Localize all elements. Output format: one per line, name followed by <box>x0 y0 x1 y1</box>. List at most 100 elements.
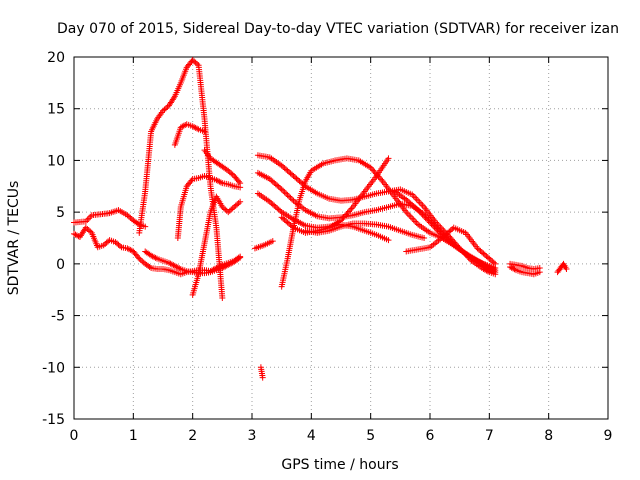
y-tick-label: 15 <box>47 102 65 118</box>
data-point-marker <box>474 245 481 252</box>
data-point-marker <box>228 206 235 213</box>
data-point-marker <box>294 176 301 183</box>
data-point-marker <box>449 240 456 247</box>
data-point-marker <box>296 178 303 185</box>
data-point-marker <box>268 177 275 184</box>
x-axis-label: GPS time / hours <box>281 457 398 473</box>
data-point-marker <box>409 215 416 222</box>
data-point-marker <box>271 179 278 186</box>
data-point-marker <box>112 239 119 246</box>
data-point-marker <box>278 186 285 193</box>
data-point-marker <box>438 235 445 241</box>
data-point-marker <box>370 167 377 174</box>
data-point-marker <box>284 167 291 174</box>
data-point-marker <box>237 254 244 261</box>
data-point-marker <box>139 258 146 265</box>
chart-title: Day 070 of 2015, Sidereal Day-to-day VTE… <box>57 21 619 37</box>
data-point-marker <box>116 243 123 250</box>
series-track-16 <box>302 220 428 241</box>
data-point-marker <box>407 200 414 207</box>
data-point-marker <box>136 255 143 262</box>
data-point-marker <box>492 260 499 267</box>
data-point-marker <box>446 228 453 235</box>
series-track-10 <box>257 364 266 381</box>
data-point-marker <box>226 169 233 176</box>
x-tick-label: 5 <box>366 428 375 444</box>
data-point-marker <box>226 207 233 214</box>
data-point-marker <box>338 217 344 224</box>
data-point-marker <box>277 207 284 214</box>
x-axis-tick-labels: 0 1 2 3 4 5 6 7 8 9 <box>70 428 613 444</box>
data-point-marker <box>194 125 201 132</box>
data-point-marker <box>235 200 242 207</box>
data-point-marker <box>413 220 420 227</box>
data-point-marker <box>412 204 419 211</box>
data-point-marker <box>348 205 355 212</box>
data-point-marker <box>281 189 288 196</box>
data-point-marker <box>287 170 294 177</box>
data-point-marker <box>84 225 91 232</box>
data-point-marker <box>407 213 414 220</box>
data-point-marker <box>161 106 168 113</box>
y-tick-label: -5 <box>51 309 65 325</box>
data-point-marker <box>340 214 347 221</box>
data-point-marker <box>272 203 279 210</box>
data-point-marker <box>409 201 416 208</box>
data-point-marker <box>416 199 423 206</box>
x-tick-label: 2 <box>188 428 197 444</box>
data-point-marker <box>100 242 107 249</box>
data-point-marker <box>443 231 450 238</box>
data-point-marker <box>162 105 169 112</box>
data-point-marker <box>487 256 494 263</box>
data-point-marker <box>341 212 348 219</box>
data-point-marker <box>222 206 229 213</box>
data-point-marker <box>446 238 453 245</box>
data-point-marker <box>281 216 288 223</box>
data-point-marker <box>229 205 236 212</box>
data-point-marker <box>283 218 290 225</box>
data-points <box>71 57 570 381</box>
data-point-marker <box>372 170 379 177</box>
y-tick-label: 20 <box>47 50 65 66</box>
data-point-marker <box>272 181 279 188</box>
data-point-marker <box>82 224 89 231</box>
data-point-marker <box>87 228 94 235</box>
data-point-marker <box>284 192 291 199</box>
y-axis-label: SDTVAR / TECUs <box>6 181 22 296</box>
series-track-8 <box>201 147 244 187</box>
data-point-marker <box>235 178 242 185</box>
data-point-marker <box>563 266 570 273</box>
data-point-marker <box>146 263 153 270</box>
data-point-marker <box>478 249 485 256</box>
data-point-marker <box>280 187 287 194</box>
data-point-marker <box>441 232 448 239</box>
data-point-marker <box>367 164 374 171</box>
x-tick-label: 3 <box>248 428 257 444</box>
data-point-marker <box>418 200 425 207</box>
data-point-marker <box>339 215 346 222</box>
data-point-marker <box>412 194 419 201</box>
data-point-marker <box>278 162 285 169</box>
data-point-marker <box>275 183 282 190</box>
data-point-marker <box>297 179 304 186</box>
data-point-marker <box>115 241 122 248</box>
data-point-marker <box>191 58 198 65</box>
series-track-18 <box>403 224 499 267</box>
data-point-marker <box>225 167 232 174</box>
data-point-marker <box>492 267 499 274</box>
data-point-marker <box>404 210 411 217</box>
axis-ticks <box>73 56 609 420</box>
data-point-marker <box>283 166 290 173</box>
data-point-marker <box>421 235 428 241</box>
data-point-marker <box>286 193 293 200</box>
data-point-marker <box>406 212 413 219</box>
data-point-marker <box>286 169 293 176</box>
data-point-marker <box>176 265 183 272</box>
data-point-marker <box>483 253 490 260</box>
data-point-marker <box>231 203 238 210</box>
data-point-marker <box>228 170 235 177</box>
data-point-marker <box>85 215 92 222</box>
data-point-marker <box>385 237 392 244</box>
data-point-marker <box>403 196 410 203</box>
